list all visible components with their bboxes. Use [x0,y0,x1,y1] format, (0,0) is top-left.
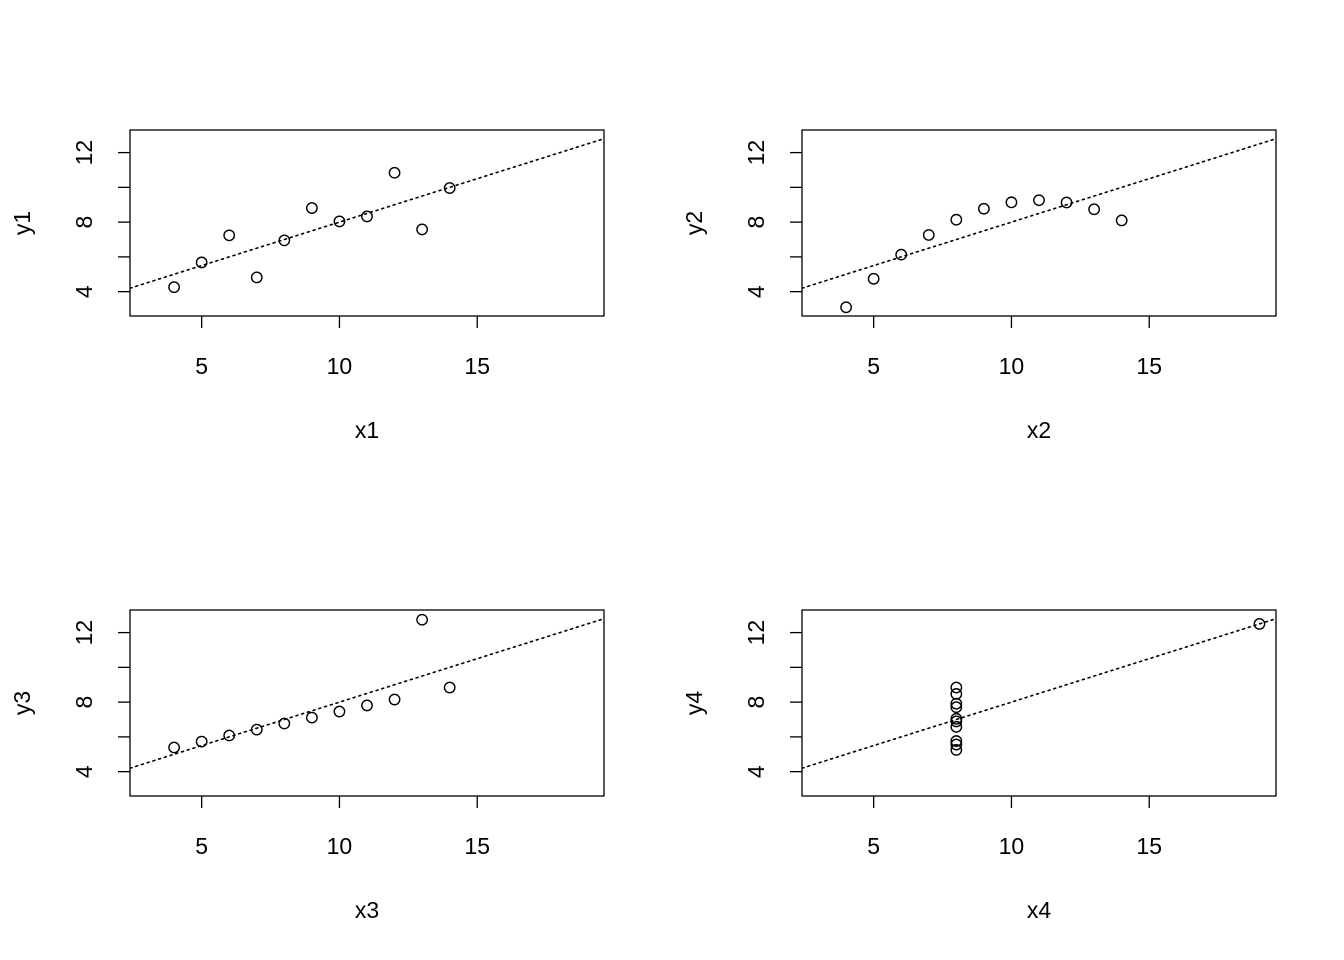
x-tick-label: 10 [327,833,353,859]
data-point [305,202,318,214]
y-tick-label: 12 [71,140,97,166]
data-point [867,272,880,285]
data-point [950,720,963,733]
y-tick-label: 12 [743,140,769,166]
data-point [388,693,401,706]
scatter-panel-4: 5 10 15 4 8 12 x4 y4 [681,609,1277,923]
scatter-panel-1: 5 10 15 4 8 12 x1 y1 [9,129,605,443]
data-point [333,705,346,718]
data-point [840,301,852,314]
data-point [1253,618,1266,630]
plot-frame [129,609,605,797]
data-point [950,735,963,747]
x-tick-label: 15 [464,353,490,379]
data-point [250,723,263,736]
data-point [416,613,429,626]
y-tick-label: 12 [743,620,769,646]
data-point [1088,203,1101,216]
regression-line [130,137,604,289]
regression-line [802,137,1276,289]
data-point [361,210,373,223]
y-tick-label: 8 [743,216,769,229]
x-tick-label: 5 [867,353,880,379]
data-point [950,744,963,756]
data-point [223,729,236,742]
y-tick-label: 8 [71,696,97,709]
data-point [168,741,180,754]
plot-frame [801,609,1277,797]
data-point [443,182,456,194]
y-tick-label: 8 [71,216,97,229]
data-point [168,281,180,294]
x-tick-label: 15 [464,833,490,859]
data-point [223,229,236,242]
x-tick-label: 15 [1136,353,1162,379]
x-tick-label: 10 [999,353,1025,379]
x-tick-label: 5 [195,833,208,859]
x-axis-label: x1 [355,417,379,443]
y-tick-label: 4 [71,285,97,298]
regression-line [802,617,1276,769]
data-point [950,681,963,694]
data-point [278,717,291,730]
data-point [443,681,456,694]
regression-line [130,617,604,769]
data-point [278,234,291,247]
x-tick-label: 5 [195,353,208,379]
data-point [1033,194,1045,207]
data-point [950,715,963,728]
y-tick-label: 4 [71,765,97,778]
y-axis-label: y3 [9,691,35,715]
x-tick-label: 5 [867,833,880,859]
y-tick-label: 4 [743,285,769,298]
x-tick-label: 10 [999,833,1025,859]
data-point [922,229,935,241]
y-tick-label: 4 [743,765,769,778]
scatter-panel-2: 5 10 15 4 8 12 x2 y2 [681,129,1277,443]
data-point [361,699,373,712]
data-point [250,271,263,284]
x-tick-label: 15 [1136,833,1162,859]
data-point [195,735,208,748]
data-point [1115,214,1128,227]
plot-frame [129,129,605,317]
data-point [950,701,963,714]
data-point [950,213,963,226]
x-tick-label: 10 [327,353,353,379]
y-tick-label: 12 [71,620,97,646]
data-point [416,223,429,236]
data-point [195,256,208,269]
data-point [895,248,908,261]
y-axis-label: y1 [9,211,35,235]
y-tick-label: 8 [743,696,769,709]
x-axis-label: x4 [1027,897,1052,923]
x-axis-label: x3 [355,897,379,923]
plot-frame [801,129,1277,317]
x-axis-label: x2 [1027,417,1051,443]
scatter-panel-3: 5 10 15 4 8 12 x3 y3 [9,609,605,923]
data-point [305,711,318,724]
y-axis-label: y4 [681,691,707,716]
data-point [977,202,990,215]
data-point [333,215,346,228]
data-point [950,697,963,710]
data-point [388,166,401,179]
data-point [950,688,963,700]
y-axis-label: y2 [681,211,707,235]
data-point [1005,196,1018,209]
data-point [950,738,963,751]
data-point [1060,196,1073,209]
